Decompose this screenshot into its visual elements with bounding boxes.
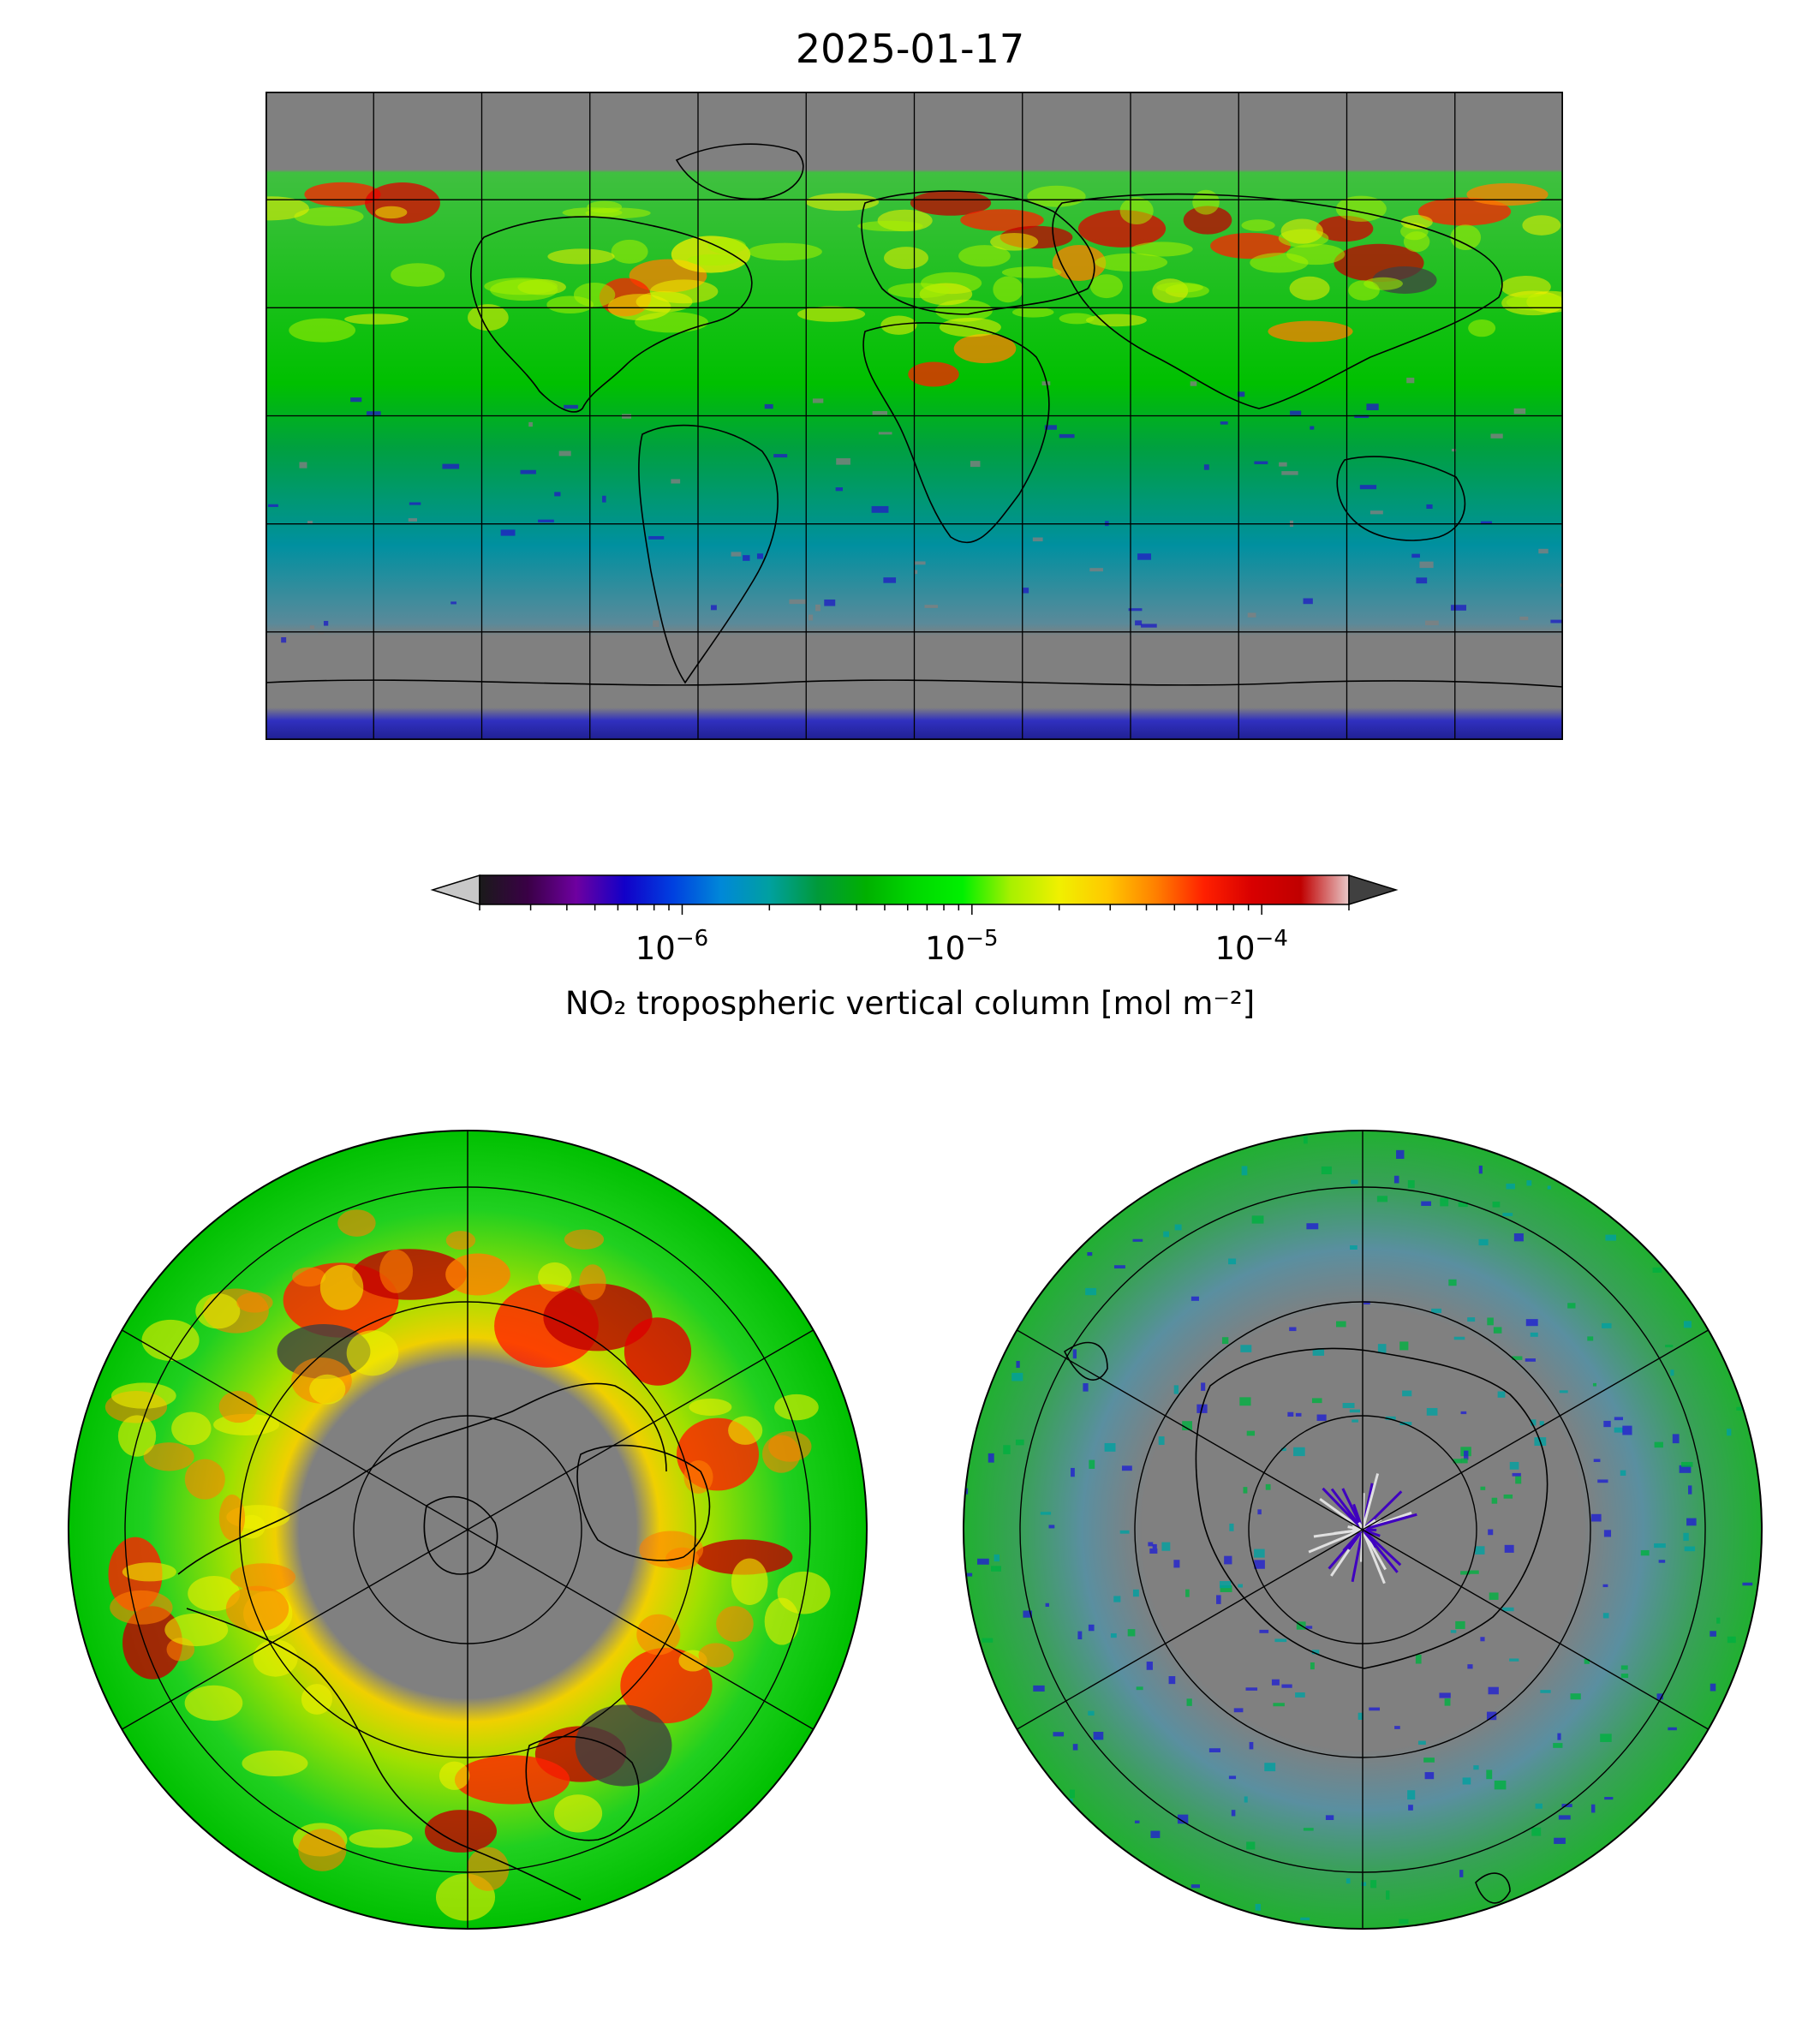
south-map-boundary [963, 1130, 1763, 1930]
colorbar: 10−6 10−5 10−4 [430, 874, 1399, 967]
south-coastlines [1063, 1341, 1548, 1904]
colorbar-tick-label: 10−5 [925, 926, 998, 967]
colorbar-under-arrow [430, 874, 480, 906]
global-map [266, 92, 1563, 740]
global-gridlines [266, 92, 1563, 740]
north-no2-hotspots [104, 1209, 831, 1921]
colorbar-label: NO₂ tropospheric vertical column [mol m⁻… [564, 985, 1256, 1022]
figure-title: 2025-01-17 [795, 26, 1025, 72]
colorbar-over-arrow [1348, 874, 1399, 906]
colorbar-tick-label: 10−6 [636, 926, 708, 967]
north-gridlines [96, 1131, 839, 1929]
north-polar-map [68, 1130, 868, 1930]
colorbar-tick-labels: 10−6 10−5 10−4 [636, 926, 1288, 967]
south-gridlines [991, 1131, 1734, 1929]
north-coastlines [177, 1382, 711, 1901]
north-map-boundary [68, 1130, 868, 1930]
colorbar-bar [479, 874, 1350, 905]
global-no2-hotspots [266, 182, 1563, 647]
colorbar-minor-ticks [479, 904, 1350, 915]
global-map-frame [266, 92, 1563, 740]
colorbar-tick-label: 10−4 [1214, 926, 1287, 967]
south-no2-features [964, 1136, 1753, 1925]
south-polar-map [963, 1130, 1763, 1930]
